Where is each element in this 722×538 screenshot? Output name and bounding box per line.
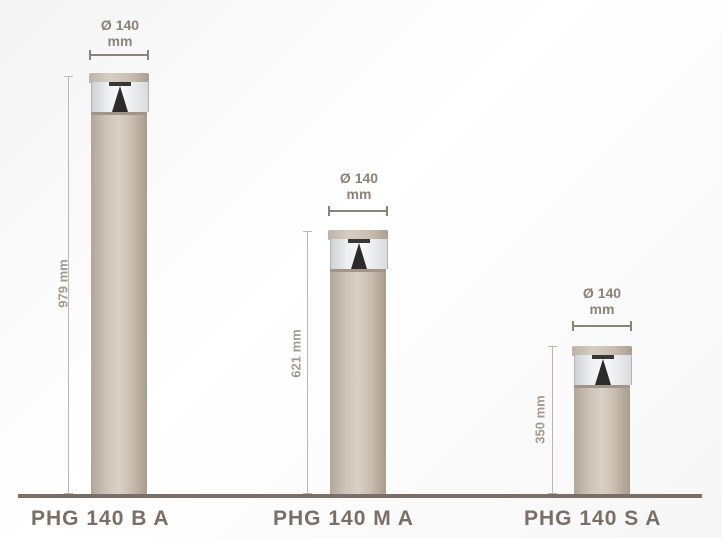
model-name-m: PHG 140 M A	[273, 507, 414, 530]
ground-line	[18, 494, 702, 498]
height-label-s: 350 mm	[532, 395, 548, 444]
height-tick-top	[64, 76, 73, 77]
height-tick-bottom	[303, 493, 312, 494]
height-line	[307, 231, 308, 494]
diameter-tick-right	[386, 206, 388, 216]
reflector-cone	[351, 243, 367, 269]
diameter-tick-left	[89, 50, 91, 60]
bollard-glass	[574, 355, 632, 385]
diameter-tick-left	[328, 206, 330, 216]
reflector-cone	[595, 359, 611, 385]
diameter-unit: mm	[346, 186, 372, 202]
diameter-label-s: Ø 140 mm	[574, 285, 630, 317]
bollard-body	[89, 73, 149, 494]
height-tick-top	[303, 231, 312, 232]
bollard-cap	[89, 73, 149, 82]
diameter-label-b: Ø 140 mm	[92, 17, 148, 49]
height-tick-bottom	[548, 493, 557, 494]
bollard-pole	[574, 385, 630, 494]
diameter-line	[328, 210, 388, 212]
diameter-tick-left	[572, 321, 574, 331]
height-line	[552, 346, 553, 494]
bollard-cap	[328, 230, 388, 239]
height-label-b: 979 mm	[55, 259, 71, 308]
reflector-top	[109, 82, 131, 86]
bollard-pole	[330, 269, 386, 494]
bollard-body	[572, 346, 632, 494]
bollard-pole	[91, 112, 147, 494]
diameter-unit: mm	[589, 301, 615, 317]
reflector-cone	[112, 86, 128, 112]
reflector-top	[348, 239, 370, 243]
pole-rim	[574, 385, 630, 388]
model-name-s: PHG 140 S A	[524, 507, 662, 530]
pole-rim	[330, 269, 386, 272]
diameter-unit: mm	[107, 33, 133, 49]
height-label-m: 621 mm	[288, 329, 304, 378]
height-tick-bottom	[64, 493, 73, 494]
diameter-line	[572, 325, 632, 327]
diameter-label-m: Ø 140 mm	[331, 170, 387, 202]
height-line	[68, 76, 69, 494]
diameter-tick-right	[630, 321, 632, 331]
bollard-glass	[330, 239, 388, 269]
reflector-top	[592, 355, 614, 359]
bollard-cap	[572, 346, 632, 355]
height-tick-top	[548, 346, 557, 347]
bollard-glass	[91, 82, 149, 112]
diameter-line	[89, 54, 149, 56]
pole-rim	[91, 112, 147, 115]
diameter-value: Ø 140	[100, 17, 140, 33]
diameter-tick-right	[147, 50, 149, 60]
diameter-value: Ø 140	[339, 170, 379, 186]
bollard-body	[328, 230, 388, 494]
model-name-b: PHG 140 B A	[31, 507, 170, 530]
diameter-value: Ø 140	[582, 285, 622, 301]
